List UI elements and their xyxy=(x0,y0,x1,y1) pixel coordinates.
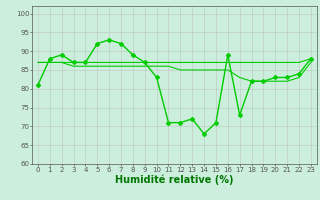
X-axis label: Humidité relative (%): Humidité relative (%) xyxy=(115,174,234,185)
